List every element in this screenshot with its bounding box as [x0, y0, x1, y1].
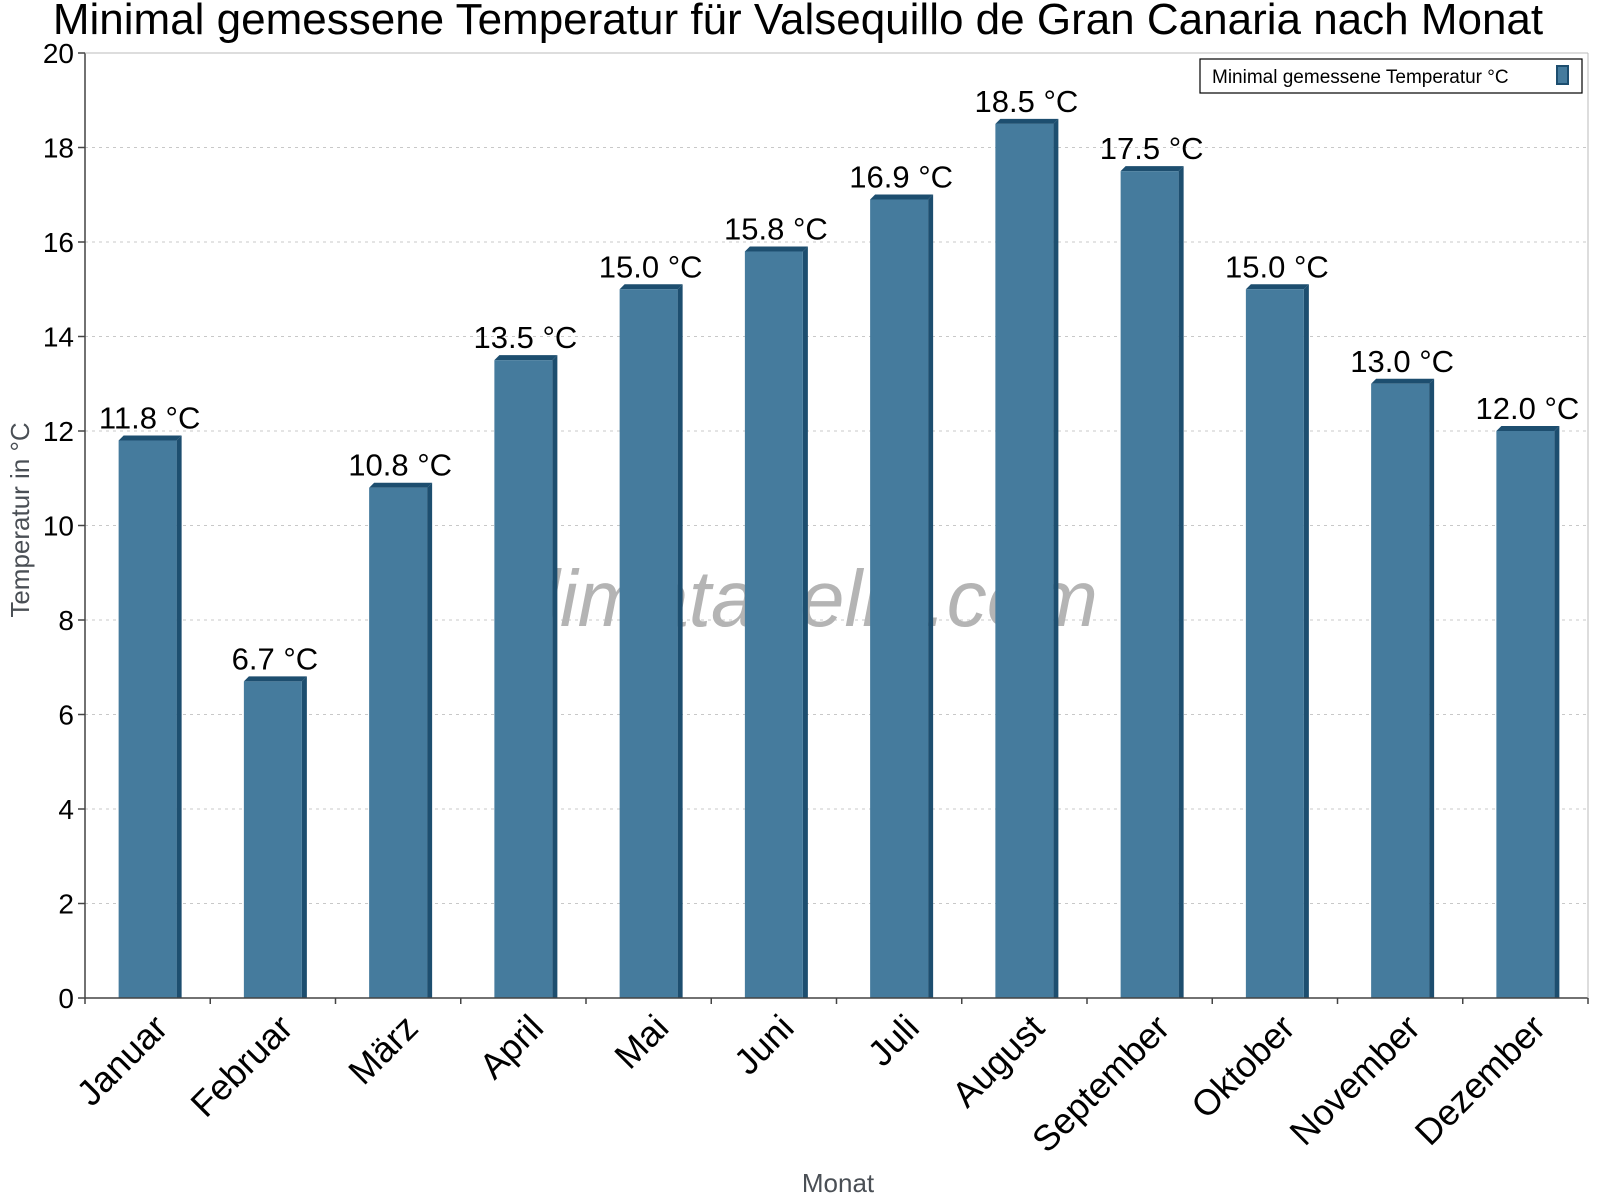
x-tick-label: August — [944, 1007, 1052, 1115]
y-axis-title: Temperatur in °C — [5, 422, 35, 617]
y-tick-label: 10 — [43, 511, 74, 542]
y-axis-ticks: 0 2 4 6 8 10 12 14 16 18 20 — [43, 38, 85, 1014]
legend-box — [1199, 58, 1583, 94]
x-tick-label: Juli — [860, 1007, 927, 1074]
bar — [1245, 289, 1304, 998]
data-label: 13.5 °C — [474, 320, 578, 355]
y-tick-label: 14 — [43, 322, 74, 353]
grid-lines — [85, 52, 1588, 904]
data-label: 15.0 °C — [599, 249, 703, 284]
bar — [1496, 431, 1555, 998]
bar-side — [552, 355, 558, 998]
bar — [619, 289, 678, 998]
x-axis-ticks: Januar Februar März April Mai Juni Juli AugustS… — [68, 998, 1589, 1161]
bar-top — [369, 482, 433, 488]
bar — [494, 360, 553, 998]
bar-top — [744, 246, 808, 252]
y-tick-label: 2 — [58, 889, 74, 920]
bar-side — [802, 246, 808, 998]
data-labels: 11.8 °C 6.7 °C 10.8 °C 13.5 °C 15.0 °C 15.8 °… — [99, 84, 1579, 677]
bar-top — [243, 676, 307, 682]
x-tick-label: März — [340, 1007, 426, 1093]
data-label: 11.8 °C — [99, 400, 200, 435]
y-tick-label: 4 — [58, 794, 74, 825]
x-tick-label: Januar — [68, 1007, 175, 1114]
x-tick-label: April — [471, 1007, 551, 1087]
data-label: 6.7 °C — [232, 641, 319, 676]
bar — [1120, 171, 1179, 998]
bar-top — [619, 284, 683, 290]
data-label: 15.0 °C — [1225, 249, 1329, 284]
bars — [118, 118, 1560, 999]
bar-top — [1245, 284, 1309, 290]
bar — [870, 199, 929, 999]
bar-side — [1053, 118, 1059, 998]
bar-top — [870, 194, 934, 200]
bar — [369, 487, 428, 998]
data-label: 13.0 °C — [1350, 344, 1454, 379]
data-label: 10.8 °C — [348, 448, 452, 483]
bar-side — [427, 482, 433, 998]
data-label: 12.0 °C — [1476, 391, 1580, 426]
y-tick-label: 18 — [43, 133, 74, 164]
x-tick-label: November — [1281, 1007, 1427, 1153]
data-label: 16.9 °C — [849, 159, 953, 194]
bar-top — [1120, 166, 1184, 172]
data-label: 15.8 °C — [724, 211, 828, 246]
bar — [118, 440, 177, 998]
bar-side — [1178, 166, 1184, 998]
bar-side — [1303, 284, 1309, 998]
y-tick-label: 12 — [43, 416, 74, 447]
bar-top — [494, 355, 558, 361]
data-label: 17.5 °C — [1100, 131, 1204, 166]
legend: Minimal gemessene Temperatur °C — [1199, 58, 1583, 94]
bar-side — [176, 435, 182, 998]
x-tick-label: Mai — [606, 1007, 676, 1077]
bar-top — [1496, 426, 1560, 431]
y-tick-label: 16 — [43, 227, 74, 258]
bar-top — [995, 118, 1059, 124]
bar-top — [118, 435, 182, 441]
x-tick-label: September — [1024, 1007, 1178, 1161]
y-tick-label: 6 — [58, 700, 74, 731]
y-tick-label: 0 — [58, 983, 74, 1014]
x-tick-label: Februar — [182, 1007, 300, 1125]
x-tick-label: Oktober — [1183, 1007, 1303, 1127]
bar-side — [1554, 426, 1560, 998]
legend-swatch — [1556, 65, 1569, 85]
x-tick-label: Juni — [726, 1007, 802, 1083]
bar — [995, 123, 1054, 998]
x-tick-label: Dezember — [1407, 1007, 1553, 1153]
bar — [243, 681, 302, 998]
legend-label: Minimal gemessene Temperatur °C — [1212, 67, 1509, 88]
y-tick-label: 8 — [58, 605, 74, 636]
bar — [1371, 383, 1430, 998]
x-axis-title: Monat — [802, 1168, 875, 1198]
bar-top — [1371, 378, 1435, 384]
y-tick-label: 20 — [43, 38, 74, 69]
data-label: 18.5 °C — [975, 84, 1079, 119]
bar-side — [928, 194, 934, 999]
bar-side — [677, 284, 683, 998]
bar-side — [1429, 378, 1435, 998]
chart-title: Minimal gemessene Temperatur für Valsequ… — [53, 0, 1543, 44]
bar-side — [301, 676, 307, 998]
bar — [744, 251, 803, 998]
